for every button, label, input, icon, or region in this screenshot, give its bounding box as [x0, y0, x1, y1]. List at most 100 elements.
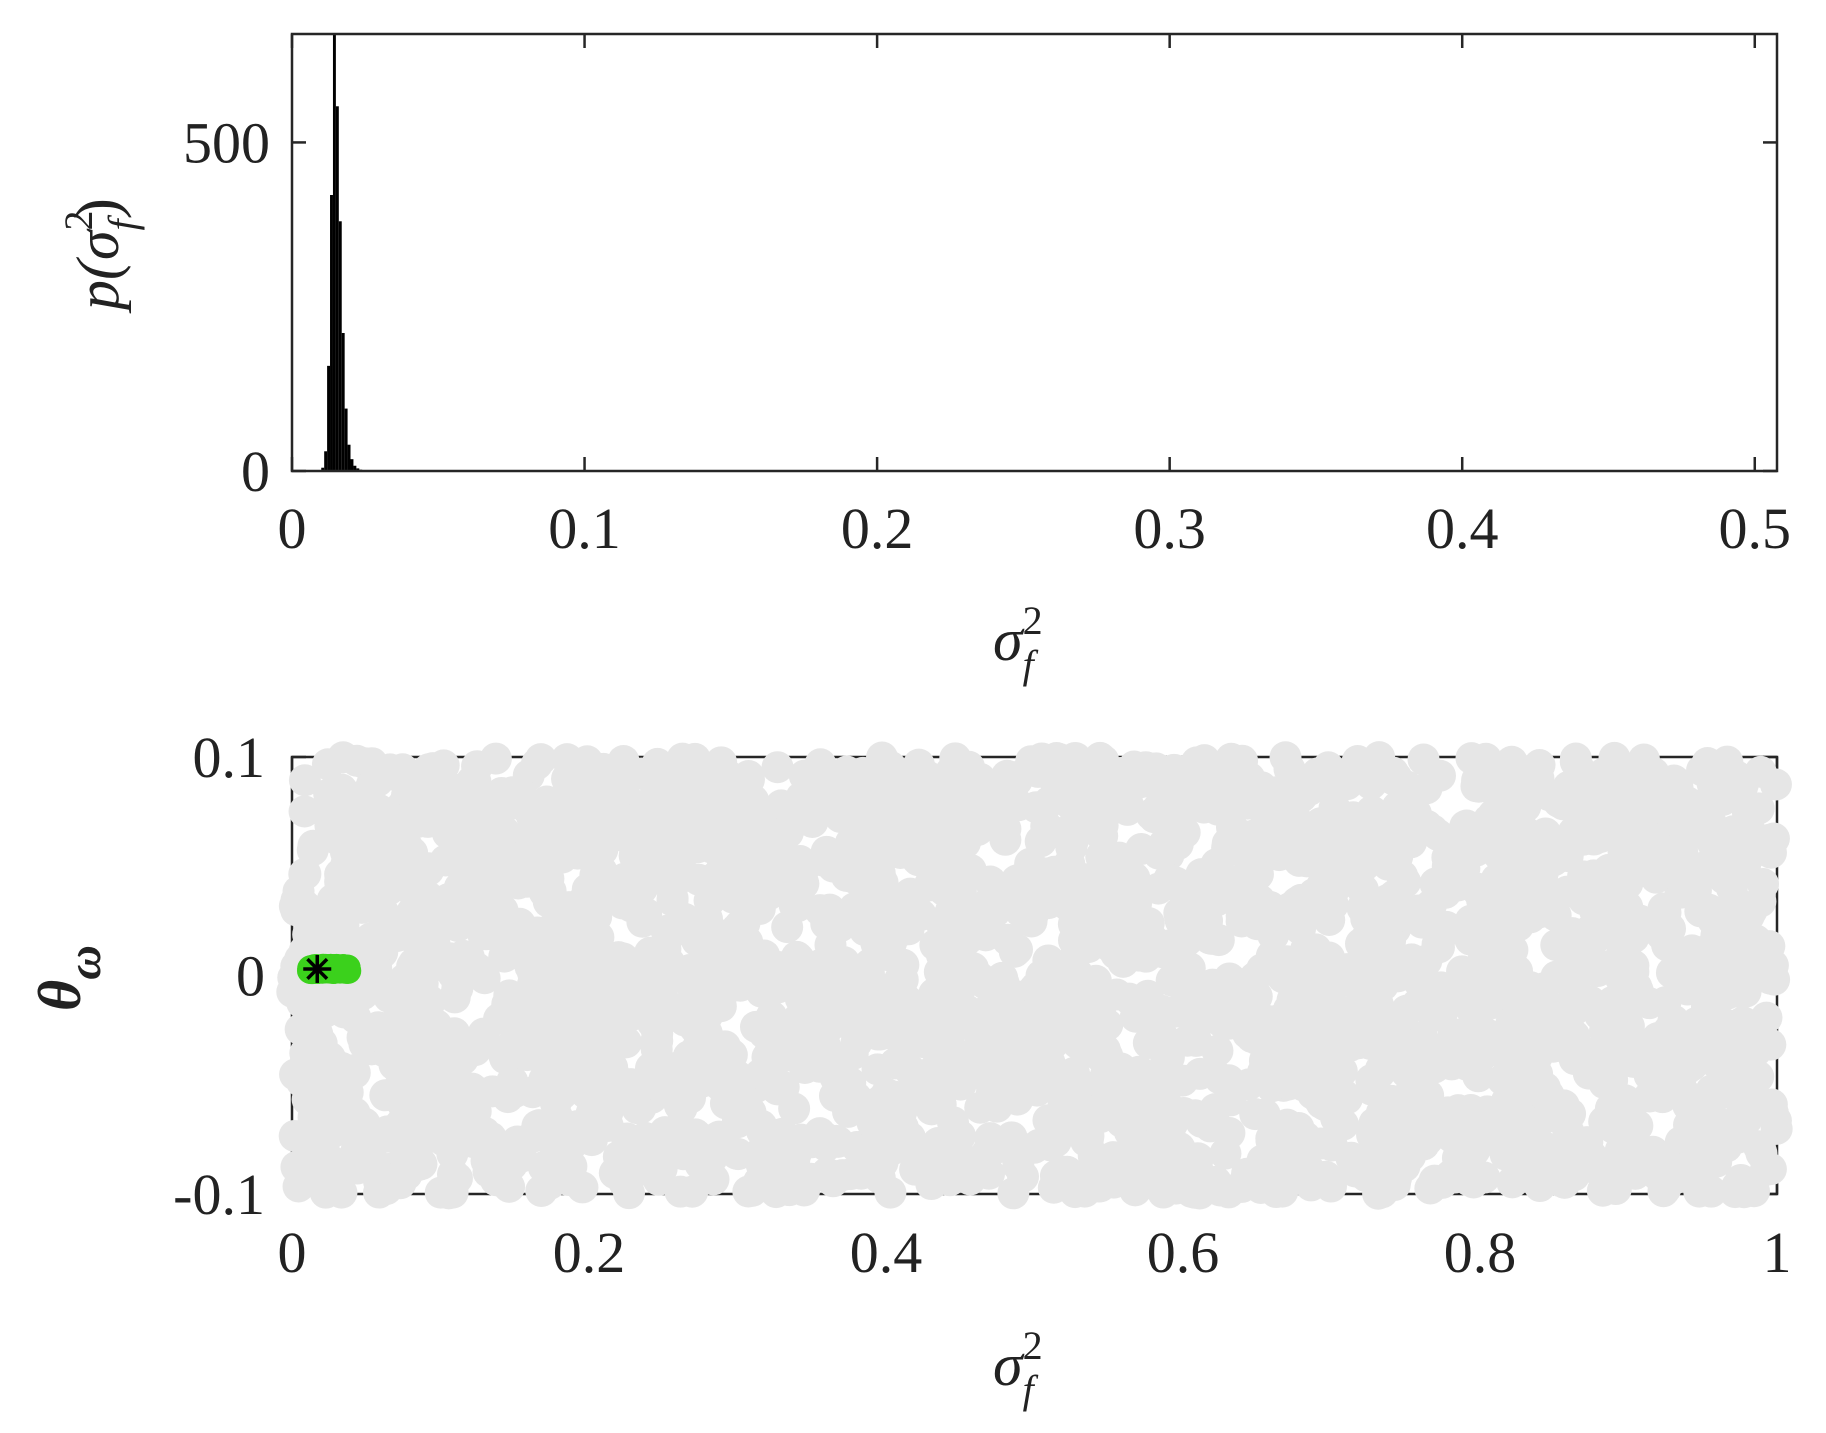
prior-sample-point: [858, 1108, 891, 1141]
histogram-bar: [321, 467, 325, 471]
histogram-bar: [347, 444, 351, 471]
prior-sample-point: [405, 1148, 438, 1181]
prior-sample-point: [1344, 1150, 1377, 1183]
prior-sample-point: [1693, 893, 1726, 926]
prior-sample-point: [656, 884, 689, 917]
prior-sample-point: [1199, 1093, 1232, 1126]
histogram-bar: [344, 408, 348, 471]
prior-sample-point: [1754, 1028, 1787, 1061]
prior-sample-point: [1717, 895, 1750, 928]
prior-sample-point: [407, 888, 440, 921]
prior-sample-point: [892, 913, 925, 946]
prior-sample-point: [1063, 789, 1096, 822]
prior-sample-point: [511, 820, 544, 853]
prior-sample-point: [636, 1006, 669, 1039]
prior-sample-point: [1345, 927, 1378, 960]
prior-sample-point: [861, 782, 894, 815]
x-tick-label: 0: [278, 496, 307, 561]
prior-sample-point: [928, 973, 961, 1006]
prior-sample-point: [1395, 824, 1428, 857]
prior-sample-point: [1363, 811, 1396, 844]
prior-sample-point: [1394, 1140, 1427, 1173]
prior-sample-point: [857, 865, 890, 898]
histogram-bars: [321, 34, 369, 472]
prior-sample-point: [1721, 1170, 1754, 1203]
prior-sample-point: [1059, 742, 1092, 775]
prior-sample-point: [1700, 919, 1733, 952]
prior-sample-point: [1215, 982, 1248, 1015]
prior-sample-point: [1604, 961, 1637, 994]
histogram-x-tick-labels: 0 0.1 0.2 0.3 0.4 0.5: [278, 496, 1792, 561]
prior-sample-point: [589, 1066, 622, 1099]
histogram-bar: [332, 34, 336, 471]
prior-sample-point: [1086, 809, 1119, 842]
prior-sample-point: [305, 1027, 338, 1060]
x-tick-label: 0: [278, 1220, 307, 1285]
prior-sample-point: [541, 1104, 574, 1137]
prior-sample-point: [1708, 1007, 1741, 1040]
true-value-star-stroke: [306, 957, 329, 980]
prior-sample-point: [327, 875, 360, 908]
histogram-bar: [353, 465, 357, 471]
prior-sample-point: [1047, 1088, 1080, 1121]
prior-sample-point: [1482, 794, 1515, 827]
prior-sample-point: [319, 1114, 352, 1147]
prior-sample-point: [1600, 1023, 1633, 1056]
prior-sample-point: [607, 744, 640, 777]
prior-sample-point: [695, 752, 728, 785]
histogram-bar: [330, 195, 333, 471]
prior-sample-point: [1338, 1011, 1371, 1044]
prior-sample-point: [1624, 840, 1657, 873]
prior-sample-point: [687, 811, 720, 844]
prior-sample-point: [1463, 964, 1496, 997]
prior-sample-point: [677, 971, 710, 1004]
prior-sample-point: [1527, 972, 1560, 1005]
prior-sample-point: [1314, 950, 1347, 983]
prior-sample-point: [1708, 817, 1741, 850]
prior-sample-point: [736, 846, 769, 879]
prior-sample-point: [822, 1125, 855, 1158]
prior-sample-point: [1188, 744, 1221, 777]
prior-sample-point: [709, 1030, 742, 1063]
prior-sample-point: [374, 753, 407, 786]
x-tick-label: 1: [1763, 1220, 1792, 1285]
prior-sample-point: [830, 859, 863, 892]
prior-sample-point: [1021, 1074, 1054, 1107]
prior-sample-point: [1554, 1097, 1587, 1130]
prior-sample-point: [1173, 952, 1206, 985]
histogram-y-tick-labels: 0 500: [183, 110, 270, 504]
prior-sample-point: [649, 1116, 682, 1149]
prior-sample-point: [493, 979, 526, 1012]
prior-sample-point: [1008, 1022, 1041, 1055]
prior-sample-point: [940, 1128, 973, 1161]
prior-sample-point: [920, 774, 953, 807]
prior-sample-point: [857, 822, 890, 855]
prior-sample-point: [899, 1153, 932, 1186]
prior-sample-point: [1401, 988, 1434, 1021]
prior-sample-point: [874, 1176, 907, 1209]
prior-sample-point: [547, 980, 580, 1013]
prior-sample-point: [1529, 817, 1562, 850]
prior-sample-point: [574, 819, 607, 852]
prior-sample-point: [1153, 762, 1186, 795]
prior-sample-point: [752, 1011, 785, 1044]
prior-sample-point: [708, 789, 741, 822]
prior-sample-point: [1458, 1134, 1491, 1167]
prior-sample-point: [672, 1040, 705, 1073]
prior-sample-point: [760, 1069, 793, 1102]
prior-sample-point: [906, 1072, 939, 1105]
prior-sample-point: [1394, 1036, 1427, 1069]
true-value-marker: [303, 954, 332, 983]
prior-sample-point: [1071, 1123, 1104, 1156]
prior-sample-point: [288, 795, 321, 828]
prior-sample-point: [1486, 1063, 1519, 1096]
prior-sample-point: [1699, 856, 1732, 889]
prior-sample-point: [1581, 810, 1614, 843]
prior-sample-point: [611, 816, 644, 849]
prior-sample-point: [949, 920, 982, 953]
prior-sample-point: [852, 957, 885, 990]
prior-sample-point: [1448, 913, 1481, 946]
prior-sample-point: [1306, 868, 1339, 901]
prior-sample-point: [810, 1157, 843, 1190]
prior-sample-point: [1706, 783, 1739, 816]
